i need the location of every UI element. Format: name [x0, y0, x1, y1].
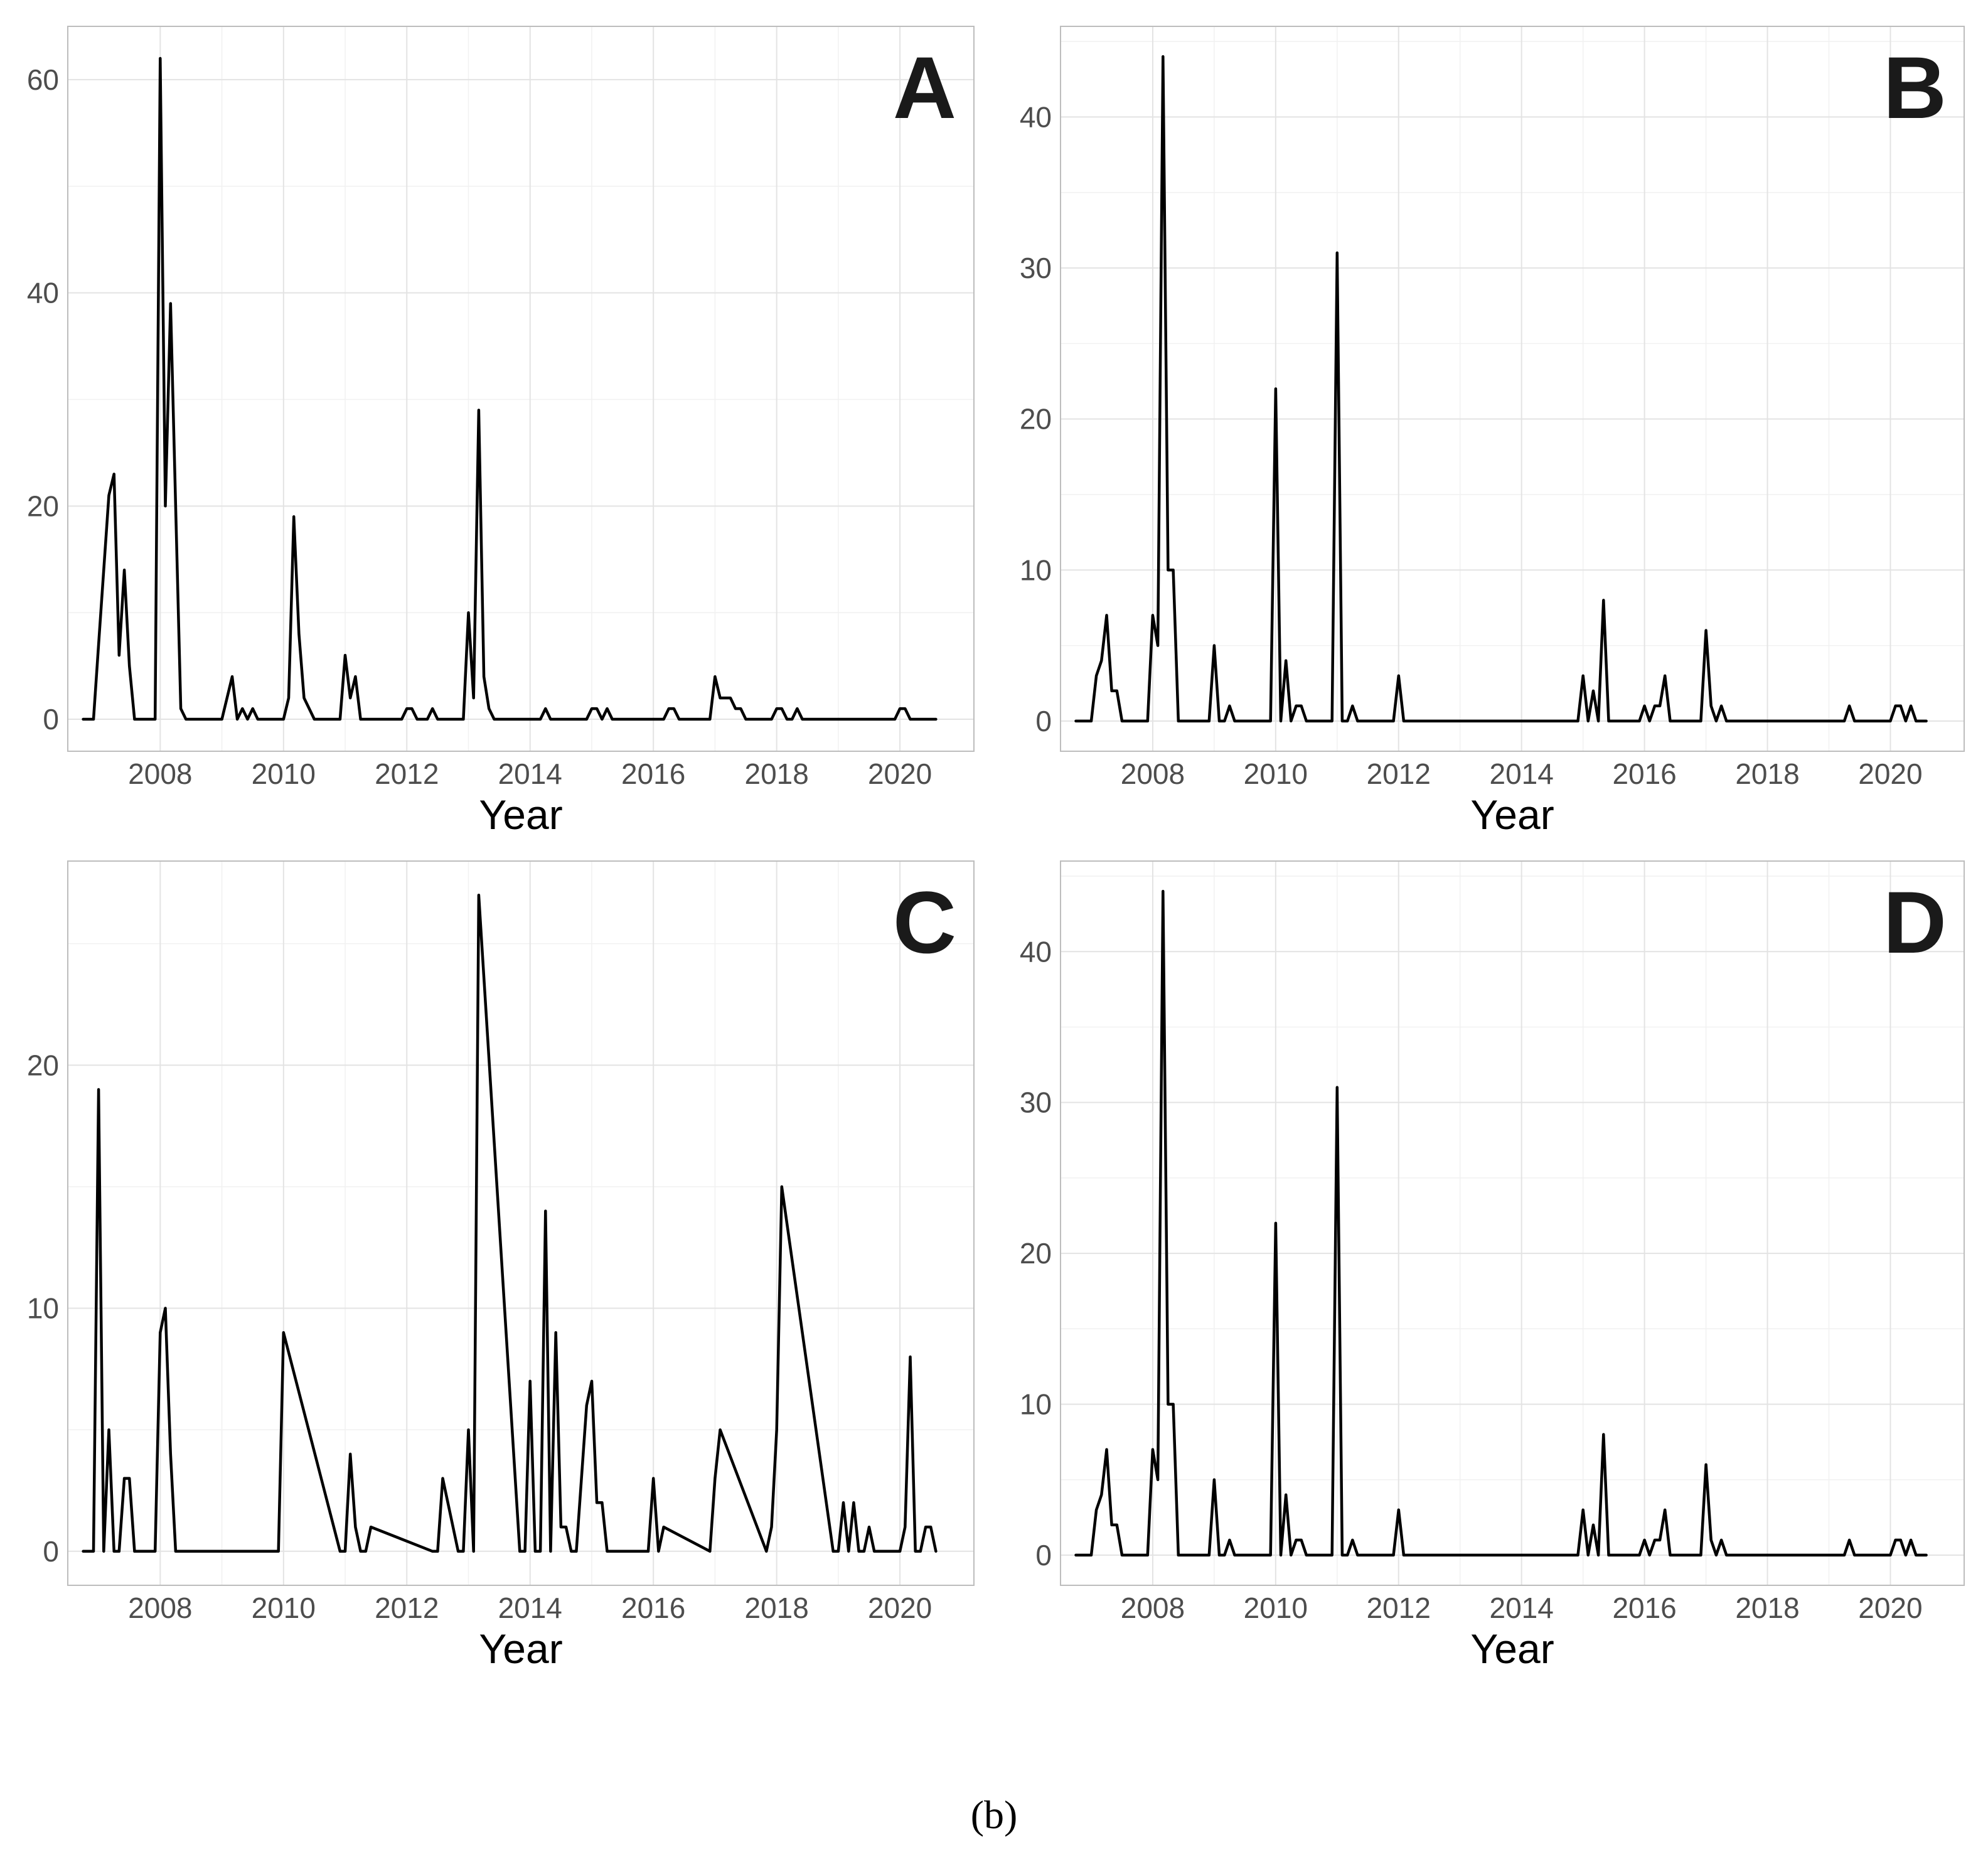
y-tick-label: 10 — [27, 1292, 59, 1325]
x-tick-label: 2020 — [868, 758, 932, 790]
x-tick-label: 2020 — [1858, 1592, 1922, 1624]
x-tick-label: 2014 — [1490, 1592, 1554, 1624]
y-tick-label: 0 — [1035, 1539, 1052, 1571]
panel-letter: B — [1883, 38, 1947, 137]
x-axis-title: Year — [1470, 1625, 1554, 1672]
x-tick-label: 2008 — [1121, 758, 1185, 790]
series-line-b — [1074, 55, 1928, 723]
y-tick-label: 30 — [1020, 252, 1052, 284]
x-tick-label: 2018 — [744, 1592, 808, 1624]
panel-a: 2008 2010 2012 2014 2016 2018 2020 0 20 40 60 Year A — [27, 26, 975, 838]
x-tick-label: 2012 — [375, 1592, 439, 1624]
figure-caption: (b) — [970, 1792, 1018, 1837]
y-tick-label: 30 — [1020, 1086, 1052, 1119]
panel-letter: A — [893, 38, 956, 137]
x-tick-label: 2008 — [128, 1592, 192, 1624]
y-tick-label: 20 — [1020, 1237, 1052, 1270]
x-tick-label: 2016 — [621, 1592, 685, 1624]
x-tick-label: 2018 — [1735, 758, 1799, 790]
x-tick-label: 2016 — [621, 758, 685, 790]
panel-letter: C — [893, 873, 956, 972]
x-tick-label: 2010 — [252, 758, 316, 790]
y-tick-label: 0 — [43, 703, 59, 736]
panel-border — [1060, 860, 1965, 1586]
y-tick-label: 40 — [1020, 935, 1052, 968]
x-tick-label: 2016 — [1612, 1592, 1676, 1624]
x-tick-label: 2010 — [252, 1592, 316, 1624]
x-axis-title: Year — [479, 791, 562, 838]
x-axis-title: Year — [479, 1625, 562, 1672]
y-tick-label: 60 — [27, 63, 59, 96]
panel-c: 2008 2010 2012 2014 2016 2018 2020 0 10 20 Year C — [27, 860, 975, 1672]
x-tick-label: 2014 — [498, 1592, 562, 1624]
x-tick-label: 2012 — [375, 758, 439, 790]
y-tick-label: 20 — [1020, 403, 1052, 436]
panel-letter: D — [1883, 873, 1947, 972]
x-axis-title: Year — [1470, 791, 1554, 838]
panel-border — [67, 26, 975, 752]
panel-d: 2008 2010 2012 2014 2016 2018 2020 0 10 20 30 40 Yea… — [1020, 860, 1965, 1672]
x-tick-label: 2012 — [1367, 758, 1431, 790]
y-tick-label: 0 — [1035, 705, 1052, 737]
panel-border — [1060, 26, 1965, 752]
y-tick-label: 40 — [1020, 100, 1052, 133]
panel-border — [67, 860, 975, 1586]
x-tick-label: 2010 — [1244, 758, 1308, 790]
y-tick-label: 40 — [27, 277, 59, 309]
x-tick-label: 2020 — [1858, 758, 1922, 790]
series-line-d — [1074, 889, 1928, 1557]
x-tick-label: 2010 — [1244, 1592, 1308, 1624]
x-tick-label: 2020 — [868, 1592, 932, 1624]
y-tick-label: 0 — [43, 1535, 59, 1568]
x-tick-label: 2018 — [1735, 1592, 1799, 1624]
x-tick-label: 2012 — [1367, 1592, 1431, 1624]
x-tick-label: 2016 — [1612, 758, 1676, 790]
x-tick-label: 2008 — [1121, 1592, 1185, 1624]
y-tick-label: 20 — [27, 1049, 59, 1081]
y-tick-label: 10 — [1020, 1388, 1052, 1421]
x-tick-label: 2014 — [498, 758, 562, 790]
x-tick-label: 2018 — [744, 758, 808, 790]
y-tick-label: 20 — [27, 490, 59, 522]
x-tick-label: 2014 — [1490, 758, 1554, 790]
series-line-c — [82, 893, 938, 1553]
panel-b: 2008 2010 2012 2014 2016 2018 2020 0 10 20 30 40 Yea… — [1020, 26, 1965, 838]
x-tick-label: 2008 — [128, 758, 192, 790]
series-line-a — [82, 56, 938, 721]
y-tick-label: 10 — [1020, 554, 1052, 586]
